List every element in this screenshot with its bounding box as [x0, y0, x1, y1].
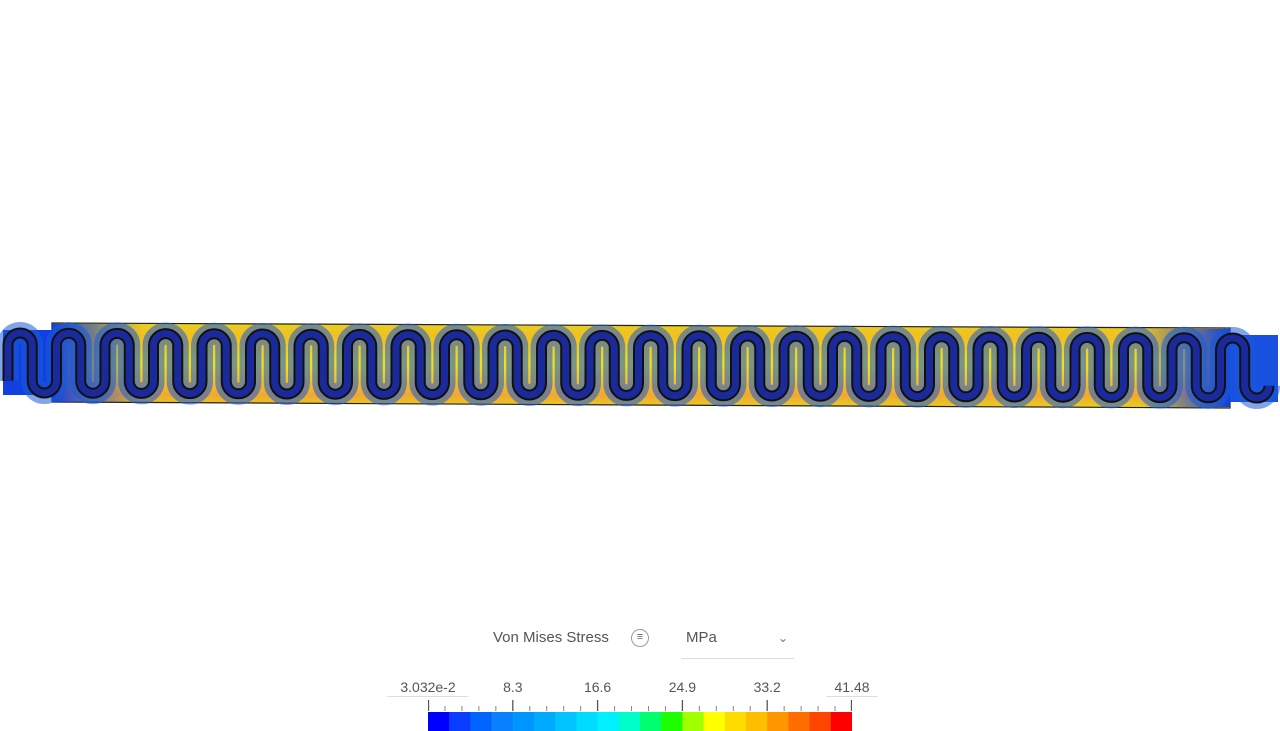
color-segment	[640, 712, 662, 731]
color-segment	[809, 712, 832, 731]
color-segment	[724, 712, 747, 731]
color-segment	[746, 712, 768, 731]
color-segment	[428, 712, 450, 731]
color-segment	[555, 712, 577, 731]
scale-tick-label: 41.48	[826, 679, 878, 697]
color-segment	[512, 712, 535, 731]
serpentine-spring	[0, 322, 1280, 409]
simulation-viewport[interactable]	[0, 0, 1280, 600]
color-segment	[576, 712, 599, 731]
color-segment	[534, 712, 556, 731]
scale-tick-label: 8.3	[503, 679, 523, 695]
scale-tick-label: 33.2	[753, 679, 781, 695]
color-segment	[703, 712, 726, 731]
spring-body	[4, 329, 1273, 402]
scale-tick-label: 3.032e-2	[387, 679, 469, 697]
color-segment	[618, 712, 641, 731]
color-segment	[470, 712, 493, 731]
color-scale	[428, 700, 852, 731]
color-segment	[491, 712, 514, 731]
color-segment	[788, 712, 811, 731]
unit-dropdown[interactable]: MPa ⌄	[681, 622, 794, 659]
color-segment	[661, 712, 683, 731]
color-segment	[682, 712, 705, 731]
legend-title: Von Mises Stress	[493, 629, 609, 646]
chevron-down-icon: ⌄	[777, 631, 788, 645]
color-segment	[449, 712, 471, 731]
color-segment	[830, 712, 852, 731]
color-segment	[767, 712, 789, 731]
unit-value: MPa	[686, 629, 717, 646]
scale-tick-label: 16.6	[583, 679, 612, 695]
list-icon[interactable]: ≡	[631, 629, 649, 647]
color-segment	[597, 712, 620, 731]
scale-tick-label: 24.9	[668, 679, 697, 695]
stress-model	[0, 322, 1280, 409]
